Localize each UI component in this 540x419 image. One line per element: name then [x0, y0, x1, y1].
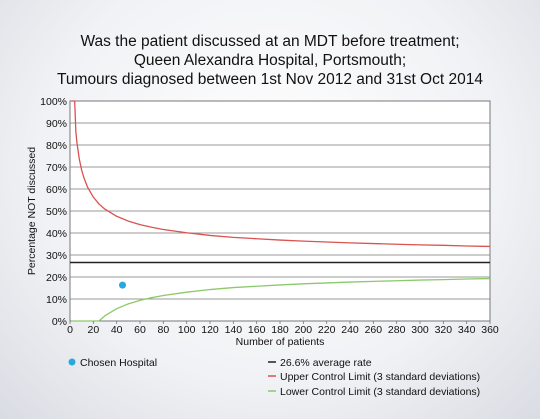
x-tick-label: 200	[295, 324, 313, 336]
x-tick-label: 140	[225, 324, 243, 336]
x-tick-label: 40	[111, 324, 123, 336]
x-tick-label: 260	[365, 324, 383, 336]
x-tick-label: 220	[318, 324, 336, 336]
x-tick-label: 240	[341, 324, 359, 336]
title-line-1: Was the patient discussed at an MDT befo…	[80, 33, 459, 50]
x-tick-label: 120	[201, 324, 219, 336]
x-tick-label: 100	[178, 324, 196, 336]
y-axis-ticks: 0% 10% 20% 30% 40% 50% 60% 70% 80% 90% 100%	[40, 96, 67, 328]
x-tick-label: 340	[458, 324, 476, 336]
x-axis-title: Number of patients	[236, 336, 325, 348]
series-layer	[70, 100, 491, 322]
legend-label-average: 26.6% average rate	[280, 357, 372, 369]
title-line-3: Tumours diagnosed between 1st Nov 2012 a…	[57, 71, 483, 88]
x-tick-label: 280	[388, 324, 406, 336]
y-tick-label: 60%	[46, 184, 67, 196]
y-tick-label: 20%	[46, 272, 67, 284]
y-tick-label: 70%	[46, 162, 67, 174]
legend-label-upper: Upper Control Limit (3 standard deviatio…	[280, 371, 480, 383]
x-tick-label: 0	[67, 324, 73, 336]
legend-marker-chosen-hospital	[68, 358, 76, 366]
y-tick-label: 30%	[46, 250, 67, 262]
y-tick-label: 10%	[46, 294, 67, 306]
x-tick-label: 180	[271, 324, 289, 336]
chart-title: Was the patient discussed at an MDT befo…	[57, 33, 483, 88]
gridlines	[70, 122, 490, 300]
y-tick-label: 0%	[52, 316, 67, 328]
x-tick-label: 300	[411, 324, 429, 336]
points-layer	[119, 281, 126, 289]
y-axis-title: Percentage NOT discussed	[26, 147, 38, 275]
legend: Chosen Hospital 26.6% average rate Upper…	[68, 357, 480, 398]
y-tick-label: 50%	[46, 206, 67, 218]
title-line-2: Queen Alexandra Hospital, Portsmouth;	[134, 52, 406, 69]
series-line-upper	[71, 100, 491, 248]
series-line-lower	[71, 277, 491, 322]
x-tick-label: 360	[481, 324, 499, 336]
x-tick-label: 60	[134, 324, 146, 336]
legend-label-lower: Lower Control Limit (3 standard deviatio…	[280, 386, 480, 398]
x-tick-label: 320	[435, 324, 453, 336]
x-axis-ticks: 0 20 40 60 80 100 120 140 160 180 200 220 240 260 280 3…	[67, 321, 499, 336]
chosen-hospital-point	[119, 281, 126, 289]
x-tick-label: 160	[248, 324, 266, 336]
y-tick-label: 80%	[46, 140, 67, 152]
x-tick-label: 80	[157, 324, 169, 336]
legend-label-chosen-hospital: Chosen Hospital	[80, 357, 157, 369]
y-tick-label: 90%	[46, 118, 67, 130]
x-tick-label: 20	[87, 324, 99, 336]
y-tick-label: 100%	[40, 96, 67, 108]
y-tick-label: 40%	[46, 228, 67, 240]
